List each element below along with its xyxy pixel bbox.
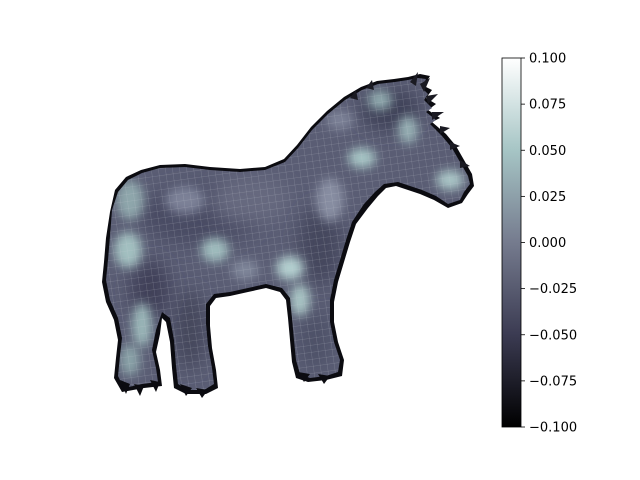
horse-shading <box>106 78 470 390</box>
horse-hoof-fringe <box>120 372 330 398</box>
colorbar-tick-label: 0.075 <box>529 98 566 113</box>
colorbar-tick-label: −0.025 <box>529 282 577 297</box>
horse-surface <box>102 72 474 398</box>
colorbar-tick-label: 0.025 <box>529 190 566 205</box>
colorbar-tick-label: 0.000 <box>529 236 566 251</box>
colorbar-tick-label: −0.075 <box>529 374 577 389</box>
colorbar-gradient <box>501 57 522 428</box>
colorbar-tick-label: −0.100 <box>529 421 577 436</box>
colorbar-tick-label: −0.050 <box>529 328 577 343</box>
horse-mane-spikes <box>350 72 470 168</box>
colorbar-tick-label: 0.050 <box>529 144 566 159</box>
colorbar-ticks: 0.100 0.075 0.050 0.025 0.000 −0.025 −0.050 −0.… <box>521 52 577 436</box>
colorbar: 0.100 0.075 0.050 0.025 0.000 −0.025 −0.050 −0.… <box>501 52 577 436</box>
colorbar-tick-label: 0.100 <box>529 52 566 67</box>
